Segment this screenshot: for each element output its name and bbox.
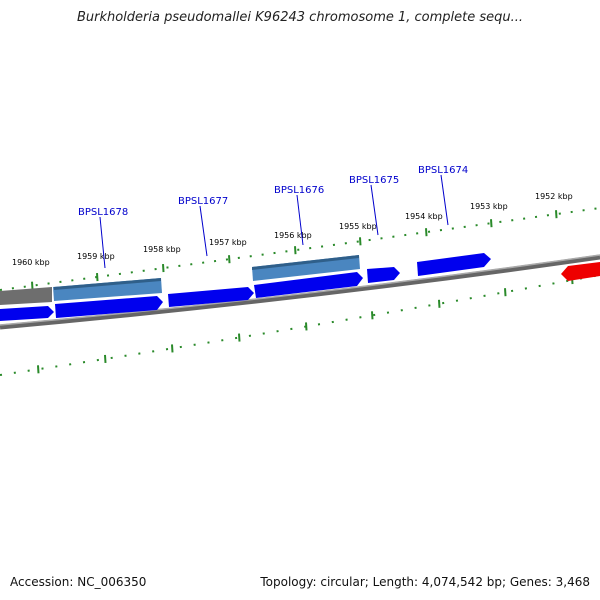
inner-major-tick xyxy=(305,322,308,331)
scale-tick-label: 1955 kbp xyxy=(339,222,377,231)
pseudo-gene-feature[interactable] xyxy=(0,287,52,305)
outer-major-tick xyxy=(96,272,99,282)
inner-major-tick xyxy=(171,344,174,353)
scale-tick-label: 1953 kbp xyxy=(470,202,508,211)
gene-feature-bpsl1676[interactable] xyxy=(252,255,360,281)
outer-scale-ruler: 1960 kbp 1959 kbp 1958 kbp 1957 kbp 1956 kbp… xyxy=(0,192,600,291)
inner-major-tick xyxy=(37,365,40,374)
gene-labels: BPSL1678 BPSL1677 BPSL1676 BPSL1675 BPSL… xyxy=(78,165,468,218)
outer-major-tick xyxy=(31,281,34,290)
inner-major-tick xyxy=(104,354,107,364)
gene-feature-bpsl1678[interactable] xyxy=(53,278,162,301)
scale-tick-label: 1956 kbp xyxy=(274,231,312,240)
topology-summary: Topology: circular; Length: 4,074,542 bp… xyxy=(260,575,590,589)
inner-major-tick xyxy=(438,299,441,308)
inner-major-tick xyxy=(504,288,507,297)
outer-scale-dots xyxy=(0,207,600,291)
outer-major-tick xyxy=(425,228,428,237)
gene-feature-bpsl1678-edge xyxy=(54,278,161,290)
forward-gene-arrow-2[interactable] xyxy=(55,296,163,318)
outer-major-tick xyxy=(228,255,231,264)
gene-feature-bpsl1676-edge xyxy=(252,255,359,270)
reverse-gene-arrow[interactable] xyxy=(561,262,600,281)
forward-gene-arrow-4[interactable] xyxy=(254,272,363,298)
inner-scale-dots xyxy=(0,274,600,376)
scale-tick-label: 1952 kbp xyxy=(535,192,573,201)
gene-label-bpsl1674[interactable]: BPSL1674 xyxy=(418,165,468,176)
inner-major-tick xyxy=(371,311,374,320)
upper-feature-row xyxy=(0,255,360,305)
gene-label-leaders xyxy=(99,174,449,269)
gene-label-bpsl1676[interactable]: BPSL1676 xyxy=(274,185,324,196)
scale-tick-label: 1960 kbp xyxy=(12,258,50,267)
scale-tick-label: 1958 kbp xyxy=(143,245,181,254)
forward-gene-arrow-5[interactable] xyxy=(367,267,400,283)
scale-tick-label: 1957 kbp xyxy=(209,238,247,247)
sequence-backbone xyxy=(0,254,600,330)
outer-major-tick xyxy=(294,246,297,255)
outer-major-tick xyxy=(162,264,165,273)
sequence-title: Burkholderia pseudomallei K96243 chromos… xyxy=(76,10,524,25)
scale-tick-label: 1954 kbp xyxy=(405,212,443,221)
gene-label-bpsl1678[interactable]: BPSL1678 xyxy=(78,207,128,218)
gene-label-bpsl1677[interactable]: BPSL1677 xyxy=(178,196,228,207)
outer-major-tick xyxy=(555,210,558,219)
forward-gene-arrow-1[interactable] xyxy=(0,306,54,321)
inner-major-tick xyxy=(238,333,241,342)
forward-gene-arrow-3[interactable] xyxy=(168,287,254,307)
accession-label: Accession: NC_006350 xyxy=(10,575,147,589)
outer-tick-labels: 1960 kbp 1959 kbp 1958 kbp 1957 kbp 1956 kbp… xyxy=(12,192,573,267)
scale-tick-label: 1959 kbp xyxy=(77,252,115,261)
forward-gene-arrow-6[interactable] xyxy=(417,253,491,276)
outer-major-tick xyxy=(359,237,362,246)
gene-label-bpsl1675[interactable]: BPSL1675 xyxy=(349,175,399,186)
forward-strand-row xyxy=(0,253,600,321)
sequence-backbone-highlight xyxy=(0,254,600,326)
outer-major-tick xyxy=(490,219,493,228)
outer-major-ticks xyxy=(31,210,558,290)
